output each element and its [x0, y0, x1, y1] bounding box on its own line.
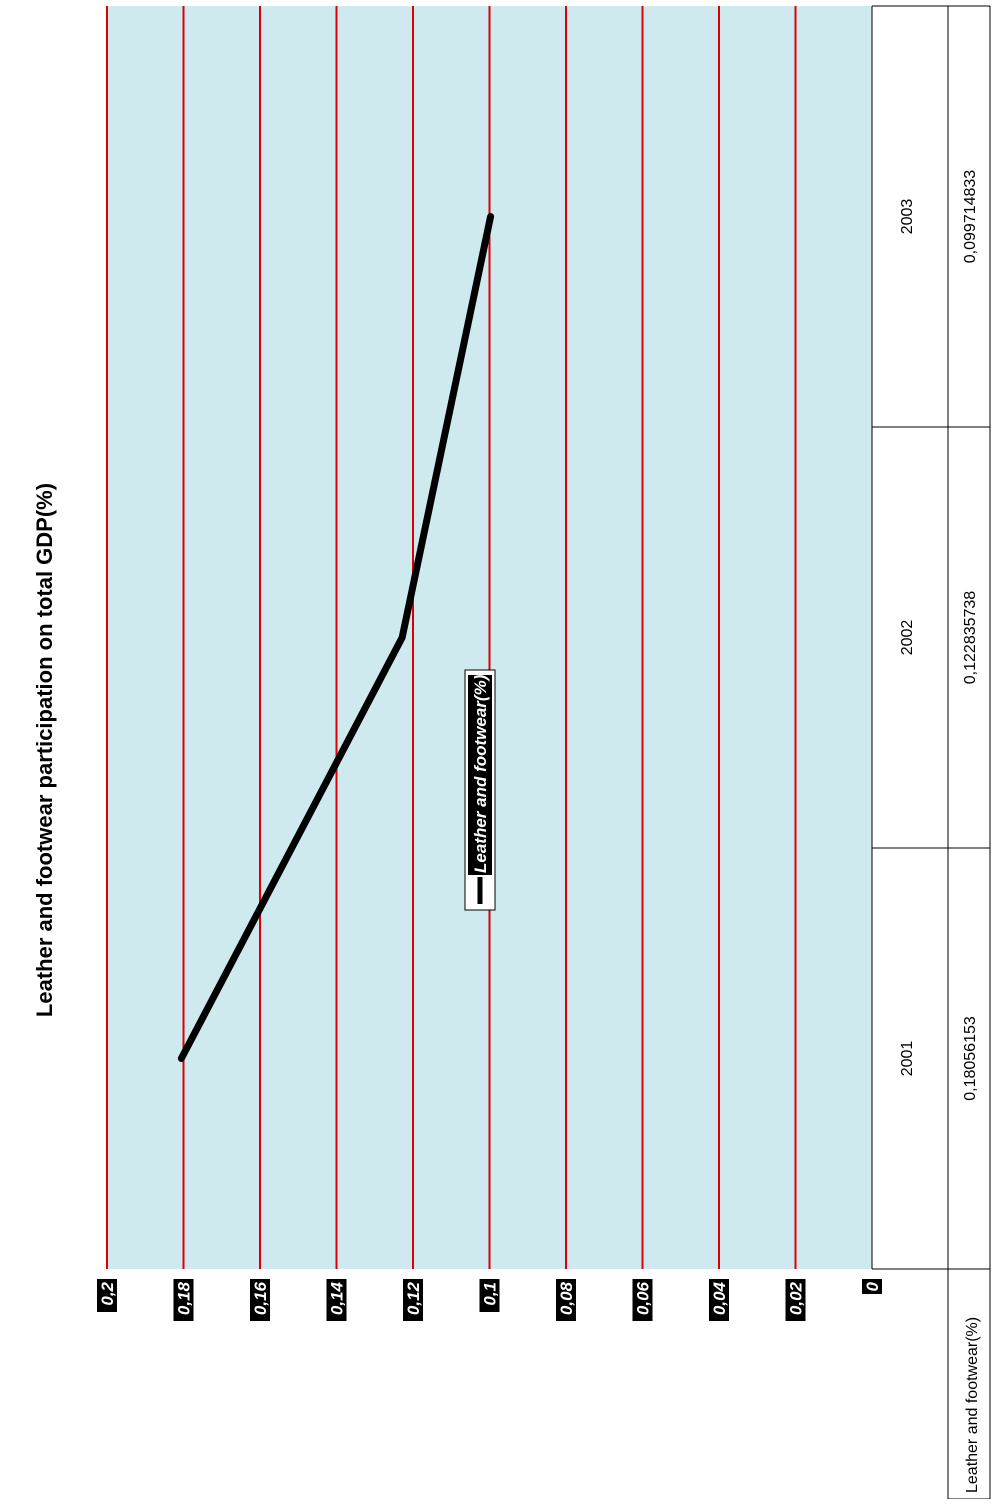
y-tick-label-background — [709, 1279, 729, 1321]
x-category-label: 2003 — [899, 199, 916, 235]
y-tick-label: 0 — [863, 1281, 882, 1291]
y-tick-label: 0,2 — [98, 1281, 117, 1305]
y-tick-label: 0,14 — [328, 1281, 347, 1315]
y-tick-label-background — [403, 1279, 423, 1321]
data-table-value: 0,122835738 — [962, 591, 979, 685]
y-tick-label-background — [97, 1279, 117, 1312]
y-tick-label: 0,12 — [404, 1281, 423, 1315]
legend-label-background — [468, 675, 492, 875]
data-table-value: 0,18056153 — [962, 1016, 979, 1101]
x-category-label: 2002 — [899, 620, 916, 656]
y-tick-label-background — [785, 1279, 806, 1321]
y-tick-label: 0,04 — [710, 1281, 729, 1315]
y-tick-label: 0,1 — [481, 1282, 500, 1306]
y-tick-label-background — [326, 1279, 347, 1321]
y-tick-label-background — [479, 1279, 500, 1312]
legend-label: Leather and footwear(%) — [471, 674, 490, 873]
y-tick-label-background — [250, 1279, 270, 1321]
y-tick-label-background — [173, 1279, 194, 1321]
y-tick-label-background — [632, 1279, 653, 1321]
y-tick-label: 0,08 — [557, 1281, 576, 1315]
y-axis-ticks: 0 0,02 0,04 0,06 0,08 0,1 0,12 0,14 0,16 0,18 0,2 — [97, 1279, 882, 1321]
y-tick-label: 0,06 — [634, 1281, 653, 1315]
legend: Leather and footwear(%) — [464, 669, 496, 911]
y-tick-label-background — [556, 1279, 576, 1321]
y-tick-label: 0,18 — [175, 1281, 194, 1315]
series-line — [177, 213, 495, 1062]
x-category-label: 2001 — [899, 1041, 916, 1077]
rotated-chart-group: Leather and footwear participation on to… — [32, 5, 991, 1500]
data-table: Leather and footwear(%) 2001 0,18056153 20… — [872, 5, 991, 1500]
data-table-value: 0,099714833 — [962, 170, 979, 264]
series-layer — [177, 213, 495, 1062]
data-table-row-label: Leather and footwear(%) — [964, 1317, 981, 1493]
y-tick-label: 0,02 — [787, 1281, 806, 1315]
y-tick-label: 0,16 — [251, 1281, 270, 1315]
chart-title: Leather and footwear participation on to… — [32, 483, 57, 1017]
y-tick-label-background — [862, 1279, 882, 1294]
